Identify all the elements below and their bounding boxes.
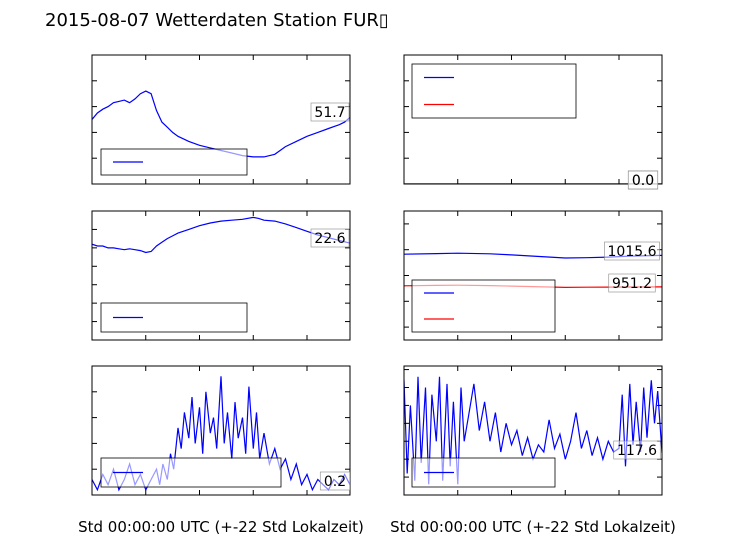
figure-title: 2015-08-07 Wetterdaten Station FUR▯ <box>45 10 389 31</box>
value-annotation: 51.7 <box>314 105 345 121</box>
value-annotation-box <box>608 273 656 293</box>
panel-humidity: 51.7 <box>91 54 351 185</box>
value-annotation-box <box>604 241 660 261</box>
x-axis-label-right: Std 00:00:00 UTC (+-22 Std Lokalzeit) <box>390 518 676 536</box>
panel-pressure: 1015.6 951.2 <box>403 210 663 341</box>
plot-frame <box>403 365 663 496</box>
value-annotation: 117.6 <box>617 443 657 459</box>
panel-windspeed: 0.2 <box>91 365 351 496</box>
legend-box <box>411 279 556 333</box>
series-line-humidity-0 <box>92 90 350 158</box>
plot-frame <box>91 365 351 496</box>
value-annotation-box <box>310 228 350 248</box>
x-axis-label-left: Std 00:00:00 UTC (+-22 Std Lokalzeit) <box>78 518 364 536</box>
value-annotation: 1015.6 <box>608 244 657 260</box>
panel-precip: 0.00.0 <box>403 54 663 190</box>
legend-box <box>411 63 577 119</box>
value-annotation-box <box>613 440 661 460</box>
value-annotation: 22.6 <box>314 231 345 247</box>
value-annotation: 0.0 <box>632 173 654 189</box>
value-annotation-box <box>627 170 659 190</box>
plot-frame <box>91 54 351 185</box>
panel-temperature: 22.6 <box>91 210 351 341</box>
series-line-winddir-0 <box>404 376 662 485</box>
panel-winddir: 117.6 <box>403 365 663 496</box>
value-annotation-box <box>310 102 350 122</box>
plot-frame <box>91 210 351 341</box>
plot-frame <box>403 54 663 185</box>
value-annotation: 0.2 <box>324 474 346 490</box>
value-annotation: 951.2 <box>612 276 652 292</box>
series-line-temperature-0 <box>92 216 350 254</box>
value-annotation-box <box>319 471 351 491</box>
